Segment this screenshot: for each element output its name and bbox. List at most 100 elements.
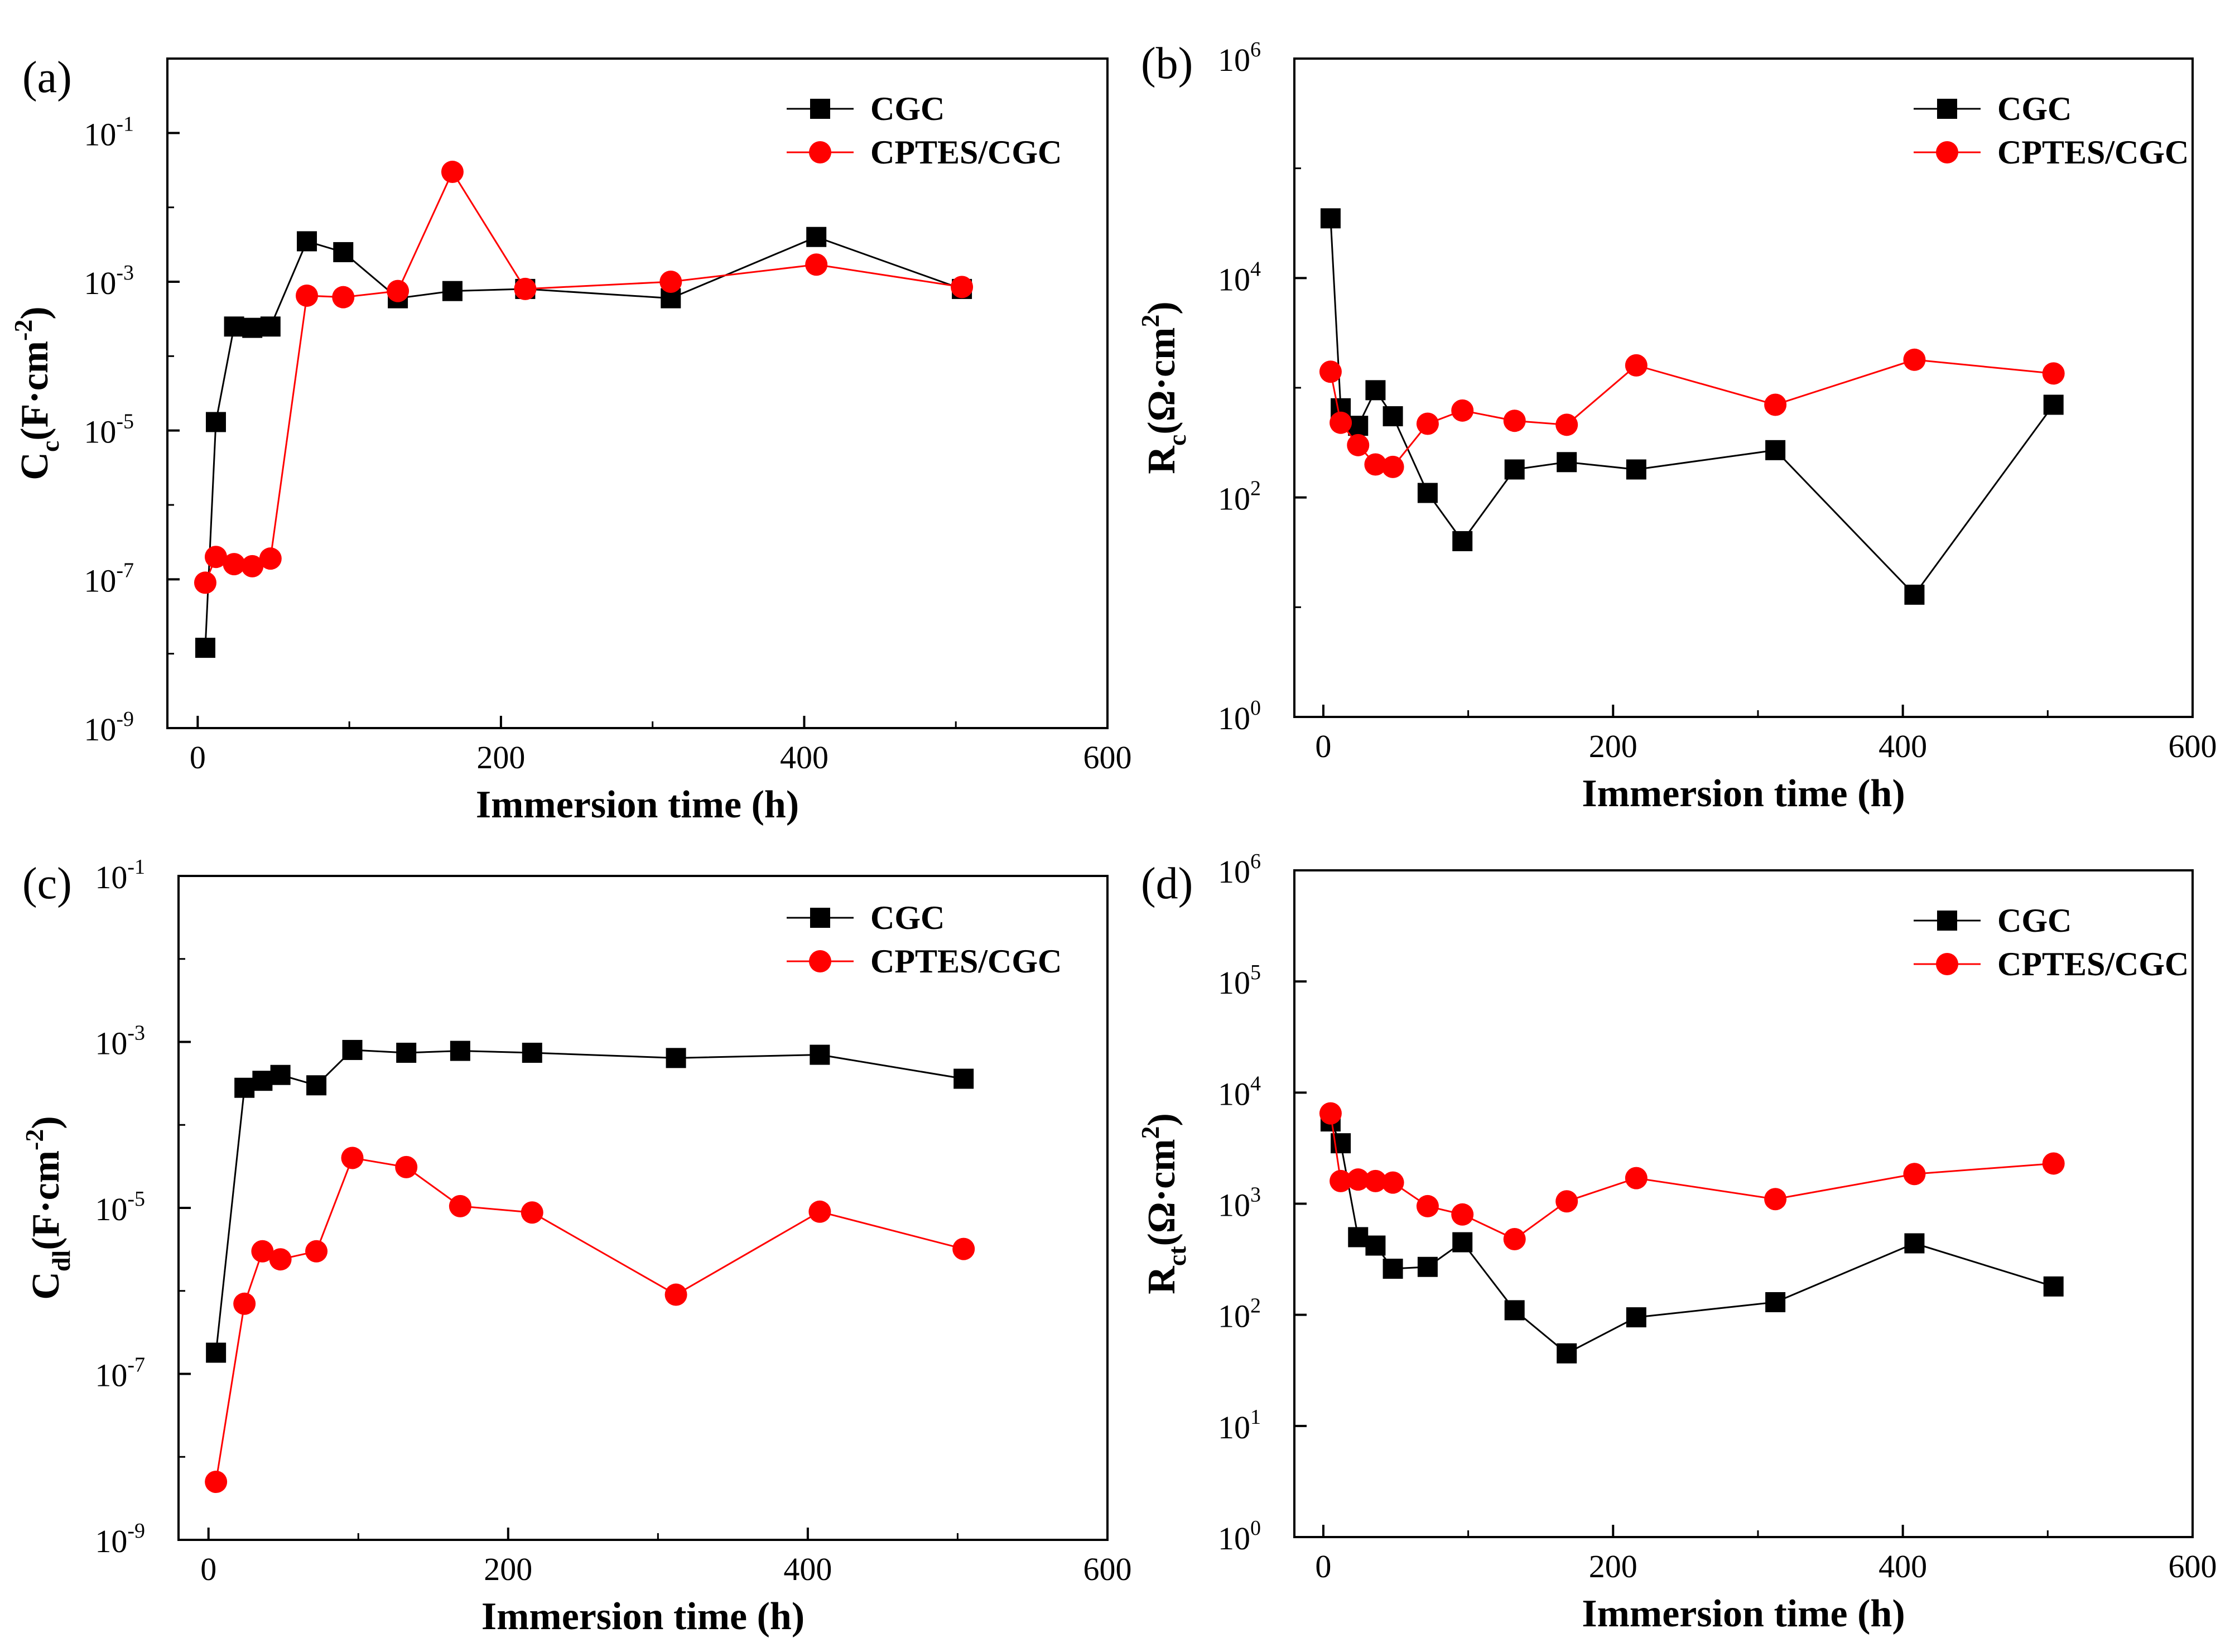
- data-point-square: [1452, 1232, 1473, 1253]
- data-point-square: [306, 1075, 327, 1096]
- legend-label: CGC: [870, 90, 945, 127]
- legend-label: CPTES/CGC: [870, 134, 1062, 171]
- series-line-cgc: [1330, 218, 2054, 596]
- legend-marker-square: [810, 908, 830, 928]
- legend-marker-square: [810, 99, 830, 119]
- data-point-square: [1557, 1343, 1577, 1364]
- data-point-square: [1504, 459, 1525, 480]
- x-tick-label: 600: [2169, 1548, 2217, 1584]
- data-point-circle: [305, 1240, 328, 1263]
- data-point-circle: [449, 1195, 471, 1217]
- data-point-circle: [659, 271, 682, 293]
- data-point-circle: [1503, 410, 1526, 432]
- data-point-circle: [1625, 354, 1648, 377]
- panel-label: (b): [1141, 39, 1193, 88]
- y-tick-label: 100: [1218, 1516, 1261, 1557]
- data-point-square: [2043, 1276, 2064, 1297]
- data-point-square: [810, 1044, 830, 1065]
- data-point-square: [1383, 1259, 1403, 1279]
- data-point-square: [333, 242, 354, 262]
- y-tick-label: 10-3: [84, 261, 134, 301]
- data-point-circle: [808, 1200, 831, 1223]
- series-line-cgc: [1330, 1121, 2054, 1355]
- legend-label: CPTES/CGC: [1997, 946, 2189, 982]
- data-point-square: [1626, 1307, 1646, 1328]
- data-point-square: [1765, 440, 1786, 460]
- legend-label: CGC: [870, 899, 945, 936]
- x-tick-label: 200: [484, 1551, 532, 1587]
- series-line-cptescgc: [215, 1157, 964, 1482]
- data-point-circle: [332, 286, 355, 309]
- legend-marker-circle: [809, 141, 831, 163]
- y-tick-label: 10-7: [95, 1354, 145, 1394]
- x-tick-label: 0: [1315, 1548, 1331, 1584]
- x-axis-title: Immersion time (h): [1582, 1592, 1905, 1635]
- data-point-circle: [1416, 1195, 1439, 1217]
- x-tick-label: 400: [1878, 1548, 1927, 1584]
- data-point-circle: [194, 571, 216, 594]
- x-tick-label: 200: [1589, 728, 1637, 764]
- chart-panel-c: 0 200 400 600 10-9 10-7 10-5 10-3 10-1 Immersion …: [20, 855, 1132, 1638]
- data-point-square: [522, 1042, 542, 1063]
- legend-marker-circle: [1936, 953, 1958, 975]
- chart-panel-b: 0 200 400 600 100 102 104 106 Immersion time (h)…: [1136, 38, 2217, 815]
- data-point-square: [1365, 1235, 1386, 1256]
- data-point-circle: [1330, 1169, 1352, 1192]
- x-axis-title: Immersion time (h): [481, 1595, 805, 1638]
- x-tick-label: 600: [2169, 728, 2217, 764]
- y-tick-label: 104: [1218, 257, 1261, 297]
- data-point-square: [297, 231, 317, 252]
- data-point-circle: [395, 1155, 418, 1178]
- x-axis-title: Immersion time (h): [1582, 772, 1905, 815]
- legend-marker-square: [1937, 99, 1957, 119]
- data-point-square: [252, 1071, 273, 1091]
- data-point-circle: [251, 1240, 274, 1263]
- data-point-circle: [1451, 1203, 1474, 1226]
- data-point-circle: [341, 1147, 364, 1169]
- data-point-circle: [296, 284, 319, 307]
- x-tick-label: 400: [1878, 728, 1927, 764]
- panel-label: (c): [22, 859, 72, 908]
- data-point-circle: [1347, 1168, 1370, 1191]
- data-point-square: [953, 1068, 974, 1089]
- data-point-circle: [1451, 399, 1474, 422]
- series-line-cgc: [204, 236, 962, 648]
- legend-marker-circle: [1936, 141, 1958, 163]
- chart-panel-d: 0 200 400 600 100 101 102 103 104 105 106 Immersion…: [1136, 850, 2217, 1635]
- data-point-circle: [521, 1201, 543, 1224]
- data-point-circle: [1347, 434, 1370, 456]
- x-tick-label: 200: [476, 739, 525, 776]
- data-point-circle: [805, 253, 828, 276]
- data-point-circle: [1903, 1163, 1926, 1186]
- x-tick-label: 0: [200, 1551, 216, 1587]
- legend-marker-circle: [809, 950, 831, 972]
- y-axis-title: Cdl(F·cm-2): [20, 1116, 75, 1299]
- data-point-square: [1383, 406, 1403, 427]
- y-tick-label: 10-5: [95, 1187, 145, 1227]
- legend-label: CPTES/CGC: [1997, 134, 2189, 171]
- y-tick-label: 102: [1218, 477, 1261, 517]
- data-point-circle: [1381, 1171, 1404, 1194]
- data-point-circle: [1319, 360, 1342, 383]
- legend-label: CGC: [1997, 90, 2072, 127]
- y-tick-label: 103: [1218, 1183, 1261, 1224]
- data-point-circle: [1364, 1169, 1387, 1192]
- data-point-square: [1417, 483, 1438, 503]
- data-point-circle: [1764, 1188, 1787, 1211]
- y-tick-label: 10-7: [84, 558, 134, 599]
- y-axis-title: Cc(F·cm-2): [9, 306, 64, 480]
- series-line-cptescgc: [1330, 1113, 2054, 1240]
- panel-label: (a): [22, 53, 72, 102]
- data-point-square: [1904, 1233, 1925, 1254]
- data-point-circle: [1330, 411, 1352, 434]
- data-point-square: [1557, 452, 1577, 473]
- data-point-circle: [259, 547, 282, 570]
- data-point-square: [666, 1048, 686, 1068]
- data-point-square: [396, 1042, 417, 1063]
- y-tick-label: 10-1: [95, 855, 145, 895]
- x-tick-label: 0: [1315, 728, 1331, 764]
- y-tick-label: 105: [1218, 961, 1261, 1001]
- data-point-square: [206, 1342, 227, 1363]
- y-tick-label: 10-3: [95, 1022, 145, 1062]
- data-point-square: [1626, 459, 1646, 480]
